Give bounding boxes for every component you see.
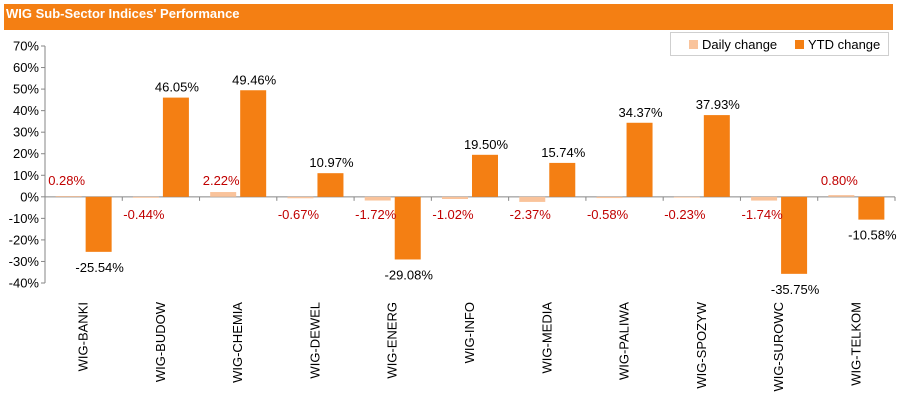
bar-ytd-change (394, 196, 421, 260)
category-label: WIG-ENERG (385, 302, 400, 379)
chart-title-bar: WIG Sub-Sector Indices' Performance (4, 4, 893, 30)
bar-ytd-change (858, 196, 885, 220)
legend-item-daily: Daily change (689, 37, 777, 52)
bar-daily-change (287, 196, 314, 199)
y-tick-label: 0% (20, 189, 39, 204)
data-label-ytd: 15.74% (541, 145, 586, 160)
data-label-ytd: -10.58% (848, 228, 897, 243)
bar-daily-change (596, 196, 623, 199)
category-label: WIG-INFO (462, 302, 477, 363)
category-label: WIG-MEDIA (539, 302, 554, 374)
data-label-ytd: 34.37% (618, 105, 663, 120)
bar-daily-change (55, 196, 82, 197)
category-label: WIG-SUROWC (771, 302, 786, 392)
data-label-daily: 2.22% (203, 173, 240, 188)
bar-daily-change (132, 196, 159, 198)
data-label-daily: -0.44% (123, 207, 165, 222)
chart-title: WIG Sub-Sector Indices' Performance (6, 6, 240, 21)
bar-daily-change (673, 196, 700, 198)
data-label-ytd: 37.93% (696, 97, 741, 112)
data-label-ytd: 46.05% (155, 80, 200, 95)
bar-ytd-change (549, 162, 576, 197)
bar-ytd-change (85, 196, 112, 252)
bar-daily-change (828, 195, 855, 197)
data-label-daily: -0.23% (664, 207, 706, 222)
data-label-daily: -1.74% (741, 207, 783, 222)
bar-daily-change (364, 196, 391, 201)
y-tick-label: -10% (9, 211, 40, 226)
y-tick-label: 50% (13, 82, 39, 97)
data-label-daily: 0.80% (821, 173, 858, 188)
y-tick-label: 30% (13, 125, 39, 140)
y-tick-label: 40% (13, 103, 39, 118)
y-tick-label: -30% (9, 254, 40, 269)
data-label-ytd: 49.46% (232, 72, 277, 87)
y-tick-label: 20% (13, 146, 39, 161)
data-label-ytd: -35.75% (771, 282, 820, 297)
bar-ytd-change (317, 173, 344, 197)
legend-swatch-daily (689, 40, 698, 49)
bar-daily-change (519, 196, 546, 202)
y-tick-label: -20% (9, 232, 40, 247)
category-label: WIG-PALIWA (617, 302, 632, 380)
legend-swatch-ytd (795, 40, 804, 49)
data-label-daily: -0.58% (587, 207, 629, 222)
y-tick-label: 70% (13, 39, 39, 54)
y-tick-label: 60% (13, 60, 39, 75)
chart-legend: Daily change YTD change (670, 32, 889, 56)
legend-label-ytd: YTD change (808, 37, 881, 52)
data-label-ytd: -29.08% (385, 267, 434, 282)
legend-label-daily: Daily change (702, 37, 778, 52)
category-label: WIG-TELKOM (848, 302, 863, 386)
category-label: WIG-BUDOW (153, 301, 168, 382)
data-label-ytd: -25.54% (75, 260, 124, 275)
y-tick-label: -40% (9, 276, 40, 291)
bar-daily-change (210, 192, 237, 197)
data-label-daily: -1.72% (355, 207, 397, 222)
category-label: WIG-DEWEL (307, 302, 322, 379)
bar-ytd-change (703, 115, 730, 197)
bar-ytd-change (162, 97, 189, 197)
bar-daily-change (442, 196, 468, 200)
data-label-daily: -2.37% (510, 207, 552, 222)
category-label: WIG-CHEMIA (230, 302, 245, 383)
category-label: WIG-SPOZYW (694, 301, 709, 388)
category-label: WIG-BANKI (76, 302, 91, 371)
legend-item-ytd: YTD change (795, 37, 880, 52)
data-label-daily: -0.67% (278, 207, 320, 222)
data-label-daily: 0.28% (48, 173, 85, 188)
y-tick-label: 10% (13, 168, 39, 183)
bar-ytd-change (240, 90, 267, 197)
data-label-ytd: 19.50% (464, 137, 509, 152)
data-label-daily: -1.02% (432, 207, 474, 222)
bar-ytd-change (472, 154, 498, 197)
bar-ytd-change (781, 196, 808, 274)
bar-daily-change (751, 196, 778, 201)
bar-ytd-change (626, 122, 653, 197)
data-label-ytd: 10.97% (309, 155, 354, 170)
